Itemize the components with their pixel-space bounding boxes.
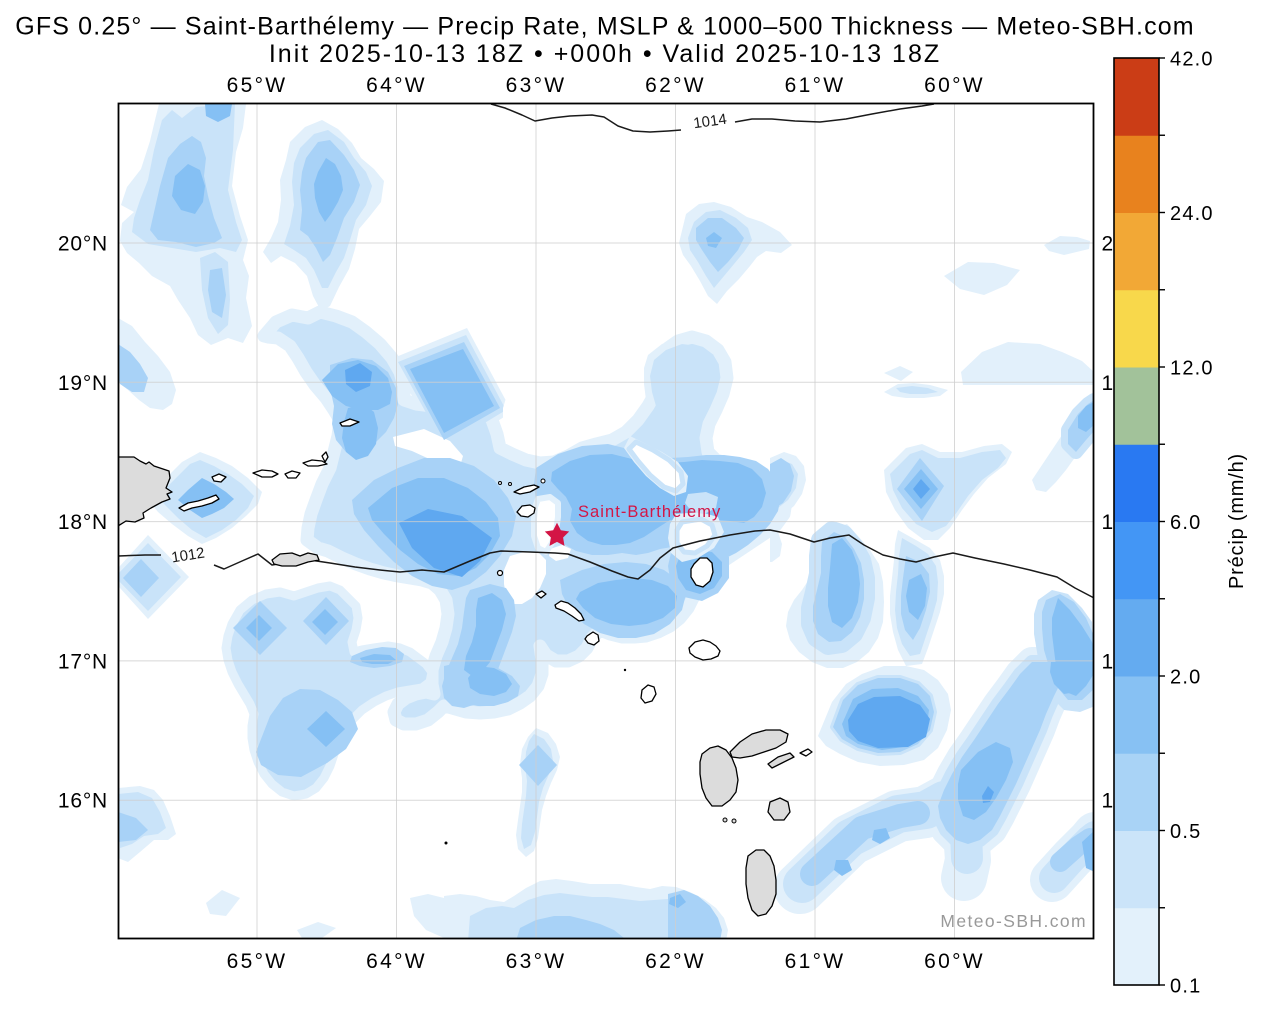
svg-text:GFS 0.25° — Saint-Barthélemy —: GFS 0.25° — Saint-Barthélemy — Precip Ra… (15, 13, 1195, 41)
svg-text:62°W: 62°W (645, 74, 706, 97)
svg-text:42.0: 42.0 (1170, 48, 1214, 70)
svg-text:20°N: 20°N (58, 233, 108, 256)
svg-text:1: 1 (1102, 790, 1114, 813)
svg-text:64°W: 64°W (366, 74, 427, 97)
svg-text:65°W: 65°W (227, 950, 288, 973)
svg-text:0.5: 0.5 (1170, 821, 1201, 843)
svg-text:2.0: 2.0 (1170, 666, 1201, 688)
svg-text:1: 1 (1102, 650, 1114, 673)
svg-text:62°W: 62°W (645, 950, 706, 973)
svg-text:63°W: 63°W (506, 950, 567, 973)
svg-text:Init 2025-10-13 18Z • +000h •: Init 2025-10-13 18Z • +000h • Valid 2025… (269, 40, 941, 68)
svg-text:Saint-Barthélemy: Saint-Barthélemy (578, 503, 721, 521)
svg-text:64°W: 64°W (366, 950, 427, 973)
svg-text:2: 2 (1102, 233, 1114, 256)
svg-text:0.1: 0.1 (1170, 975, 1201, 997)
svg-text:Meteo-SBH.com: Meteo-SBH.com (940, 911, 1087, 931)
svg-text:65°W: 65°W (227, 74, 288, 97)
svg-text:18°N: 18°N (58, 511, 108, 534)
svg-text:16°N: 16°N (58, 790, 108, 813)
svg-text:Précip (mm/h): Précip (mm/h) (1226, 453, 1248, 589)
svg-text:1014: 1014 (692, 111, 727, 132)
svg-text:63°W: 63°W (506, 74, 567, 97)
svg-text:60°W: 60°W (924, 74, 985, 97)
svg-text:17°N: 17°N (58, 650, 108, 673)
svg-text:12.0: 12.0 (1170, 357, 1214, 379)
svg-text:1012: 1012 (170, 544, 206, 566)
svg-text:6.0: 6.0 (1170, 512, 1201, 534)
svg-text:19°N: 19°N (58, 372, 108, 395)
svg-text:1: 1 (1102, 372, 1114, 395)
svg-text:61°W: 61°W (785, 74, 846, 97)
svg-text:1: 1 (1102, 511, 1114, 534)
svg-text:61°W: 61°W (785, 950, 846, 973)
svg-text:60°W: 60°W (924, 950, 985, 973)
svg-text:24.0: 24.0 (1170, 203, 1214, 225)
